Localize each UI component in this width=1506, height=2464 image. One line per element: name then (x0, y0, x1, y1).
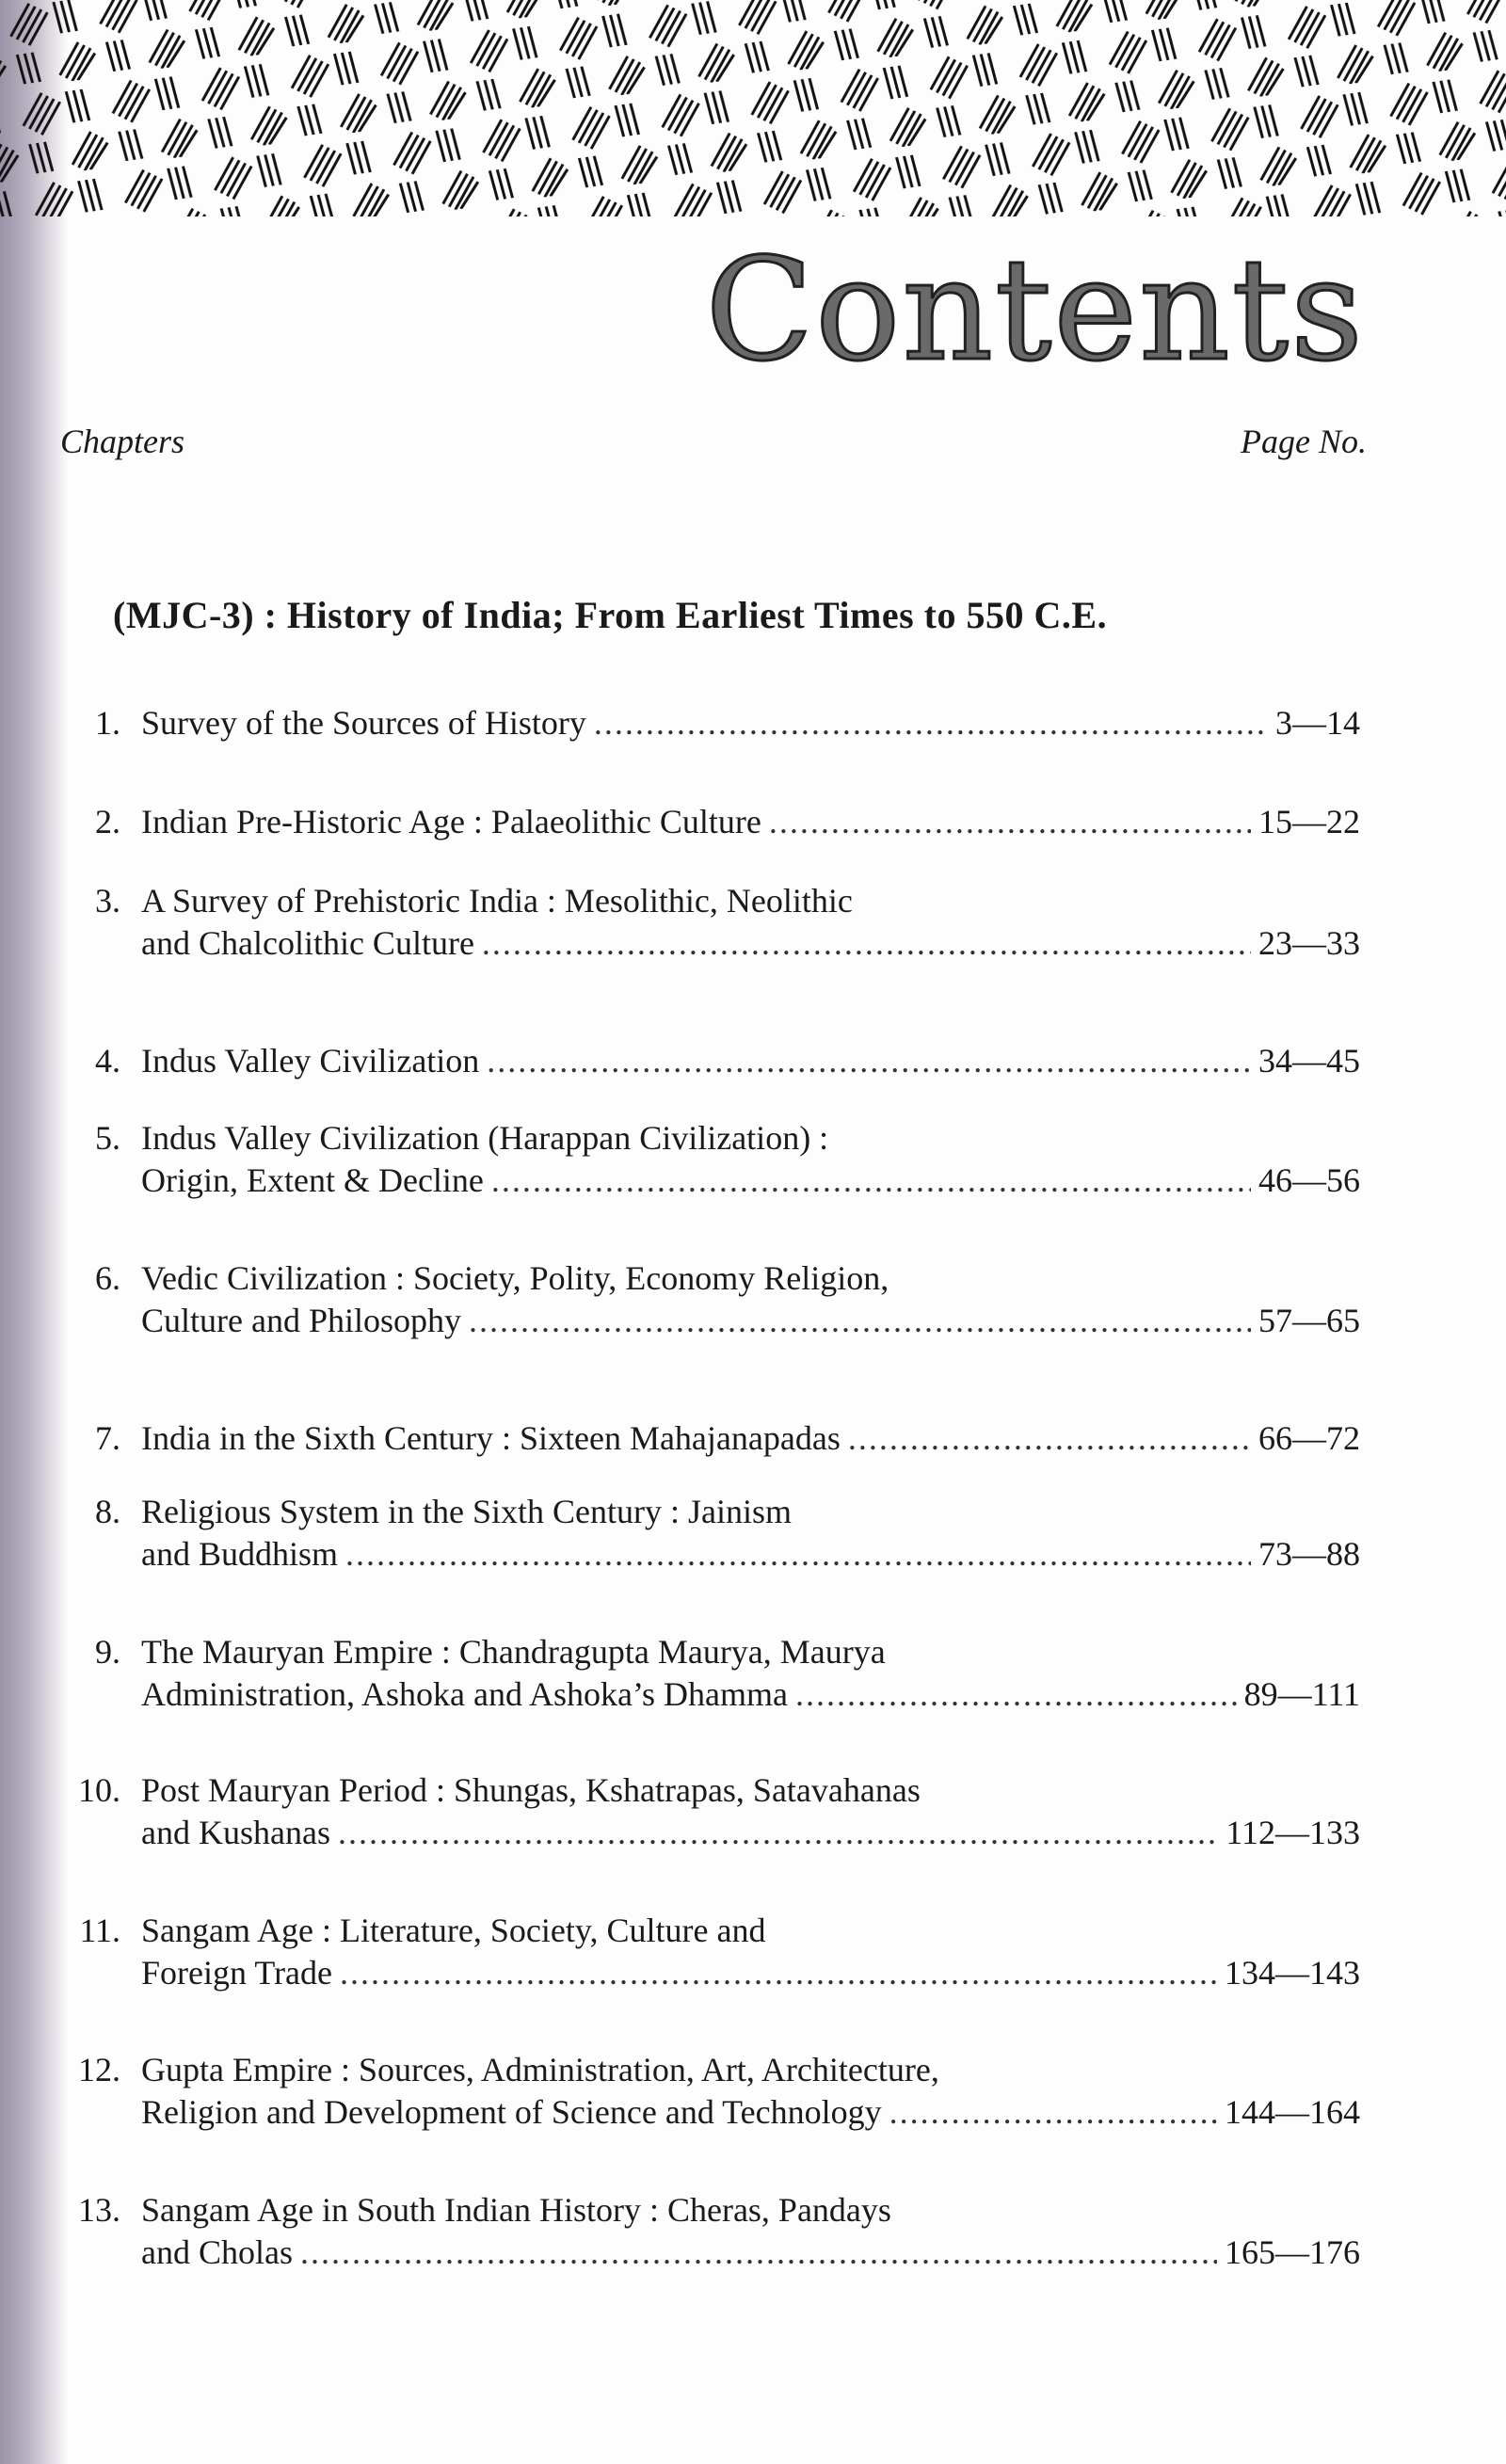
chapter-title-line1: Post Mauryan Period : Shungas, Kshatrapa… (141, 1771, 921, 1809)
chapter-title-line2: Indus Valley Civilization (141, 1042, 480, 1080)
chapter-number: 10. (78, 1771, 120, 1809)
page-title: Contents (704, 229, 1365, 392)
chapter-title-line2: and Chalcolithic Culture (141, 924, 474, 962)
chapter-number: 2. (95, 803, 120, 840)
chapter-title-line2: Indian Pre-Historic Age : Palaeolithic C… (141, 803, 761, 840)
chapter-title-line1: Vedic Civilization : Society, Polity, Ec… (141, 1259, 889, 1297)
dot-leader (769, 800, 1251, 843)
page-range: 89—111 (1243, 1675, 1360, 1713)
dot-leader (300, 2231, 1217, 2274)
chapter-title-line2: Religion and Development of Science and … (141, 2093, 882, 2131)
chapter-number: 1. (95, 704, 120, 742)
chapter-title-line2: Administration, Ashoka and Ashoka’s Dham… (141, 1675, 788, 1713)
decorative-hatch-pattern (0, 0, 1506, 216)
chapter-title-line1: Gupta Empire : Sources, Administration, … (141, 2051, 939, 2088)
page-range: 3—14 (1275, 704, 1360, 742)
chapter-number: 13. (78, 2191, 120, 2229)
chapter-number: 3. (95, 882, 120, 920)
chapter-number: 6. (95, 1259, 120, 1297)
dot-leader (889, 2090, 1217, 2134)
chapter-number: 9. (95, 1633, 120, 1671)
page-range: 66—72 (1258, 1419, 1360, 1457)
dot-leader (469, 1299, 1251, 1342)
chapter-title-line2: and Kushanas (141, 1814, 330, 1851)
chapter-title-line2: Culture and Philosophy (141, 1302, 461, 1339)
chapter-title-line1: Sangam Age in South Indian History : Che… (141, 2191, 891, 2229)
chapter-title-line1: A Survey of Prehistoric India : Mesolith… (141, 882, 853, 920)
chapter-title-line1: Indus Valley Civilization (Harappan Civi… (141, 1119, 829, 1157)
chapter-title-line2: Origin, Extent & Decline (141, 1161, 484, 1199)
page-range: 23—33 (1258, 924, 1360, 962)
dot-leader (795, 1672, 1237, 1716)
page-range: 57—65 (1258, 1302, 1360, 1339)
dot-leader (848, 1416, 1251, 1460)
chapter-title-line2: and Buddhism (141, 1535, 339, 1573)
chapter-number: 8. (95, 1493, 120, 1530)
page-range: 34—45 (1258, 1042, 1360, 1080)
page-binding-edge (0, 0, 68, 2464)
chapter-title-line2: Survey of the Sources of History (141, 704, 586, 742)
dot-leader (491, 1159, 1251, 1202)
dot-leader (340, 1951, 1217, 1994)
chapter-title-line2: India in the Sixth Century : Sixteen Mah… (141, 1419, 841, 1457)
page-range: 165—176 (1225, 2233, 1360, 2271)
page-range: 46—56 (1258, 1161, 1360, 1199)
page-range: 134—143 (1225, 1954, 1360, 1992)
chapter-title-line1: Sangam Age : Literature, Society, Cultur… (141, 1912, 766, 1949)
page-range: 73—88 (1258, 1535, 1360, 1573)
page-range: 112—133 (1226, 1814, 1360, 1851)
chapter-number: 4. (95, 1042, 120, 1080)
dot-leader (482, 921, 1251, 965)
chapter-number: 7. (95, 1419, 120, 1457)
chapter-title-line2: and Cholas (141, 2233, 293, 2271)
chapter-number: 11. (79, 1912, 120, 1949)
dot-leader (345, 1532, 1251, 1576)
chapter-title-line1: The Mauryan Empire : Chandragupta Maurya… (141, 1633, 886, 1671)
chapter-title-line1: Religious System in the Sixth Century : … (141, 1493, 793, 1530)
page-range: 15—22 (1258, 803, 1360, 840)
dot-leader (487, 1039, 1251, 1082)
dot-leader (338, 1811, 1218, 1854)
section-heading: (MJC-3) : History of India; From Earlies… (113, 594, 1108, 636)
chapter-title-line2: Foreign Trade (141, 1954, 333, 1992)
chapters-column-header: Chapters (60, 423, 185, 460)
chapter-number: 5. (95, 1119, 120, 1157)
page-range: 144—164 (1225, 2093, 1360, 2131)
chapter-number: 12. (78, 2051, 120, 2088)
page-no-column-header: Page No. (1241, 423, 1367, 460)
dot-leader (594, 701, 1268, 744)
